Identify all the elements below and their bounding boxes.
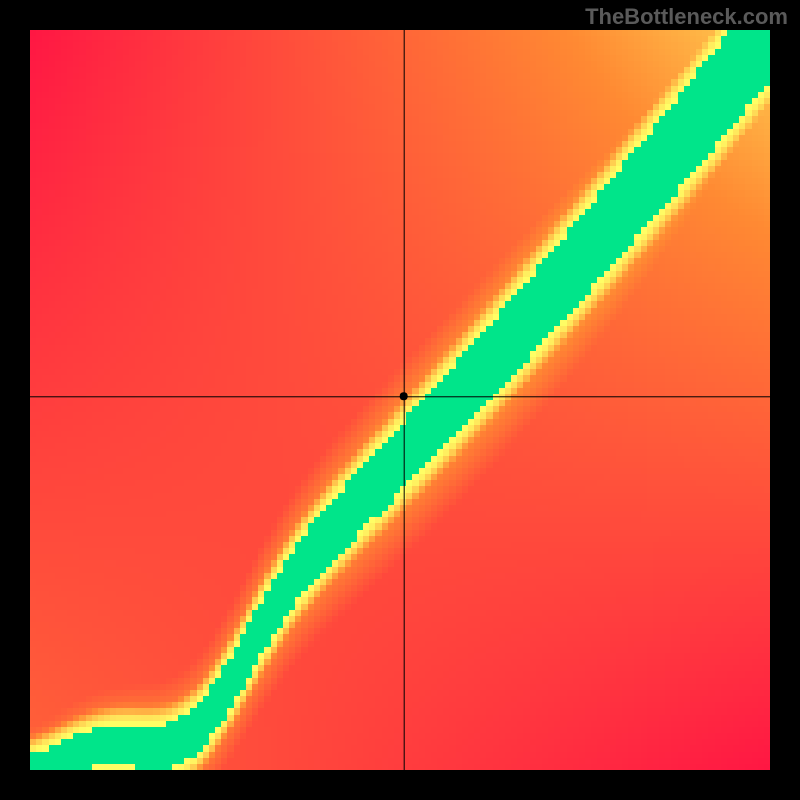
watermark-text: TheBottleneck.com [585,4,788,30]
chart-container: TheBottleneck.com [0,0,800,800]
bottleneck-heatmap [0,0,800,800]
